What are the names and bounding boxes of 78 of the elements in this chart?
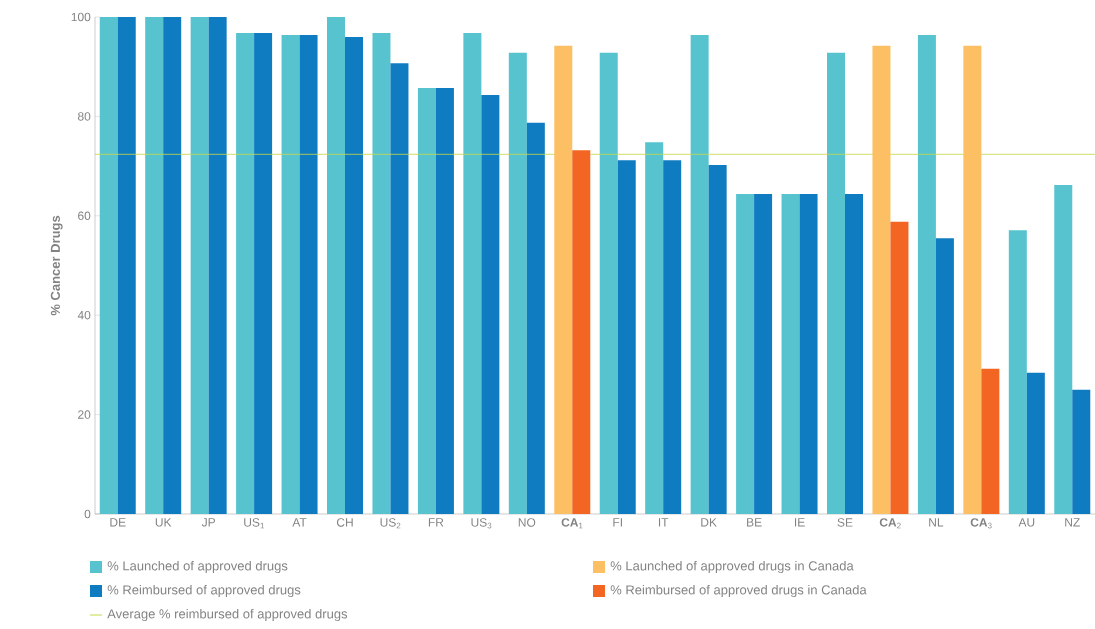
x-tick-label: DE [110, 518, 126, 527]
bar [345, 36, 363, 514]
bar [890, 221, 909, 514]
bar [845, 193, 863, 514]
y-tick-label: 0 [84, 509, 91, 519]
bar [708, 165, 727, 514]
bar [163, 16, 182, 514]
bar [963, 45, 982, 514]
bar [190, 16, 209, 514]
bar [754, 193, 773, 514]
y-tick-label: 40 [77, 310, 91, 320]
x-tick-label: NL [929, 518, 944, 527]
x-tick-label: SE [837, 518, 853, 527]
x-tick-label: IE [794, 518, 805, 527]
x-tick-label: UK [155, 518, 172, 527]
bar [236, 32, 255, 514]
bar [417, 88, 436, 514]
x-tick-label: IT [658, 518, 669, 527]
bar [599, 52, 618, 514]
x-tick-label: US$_{1}$ [244, 518, 265, 529]
x-tick-label: BE [747, 518, 762, 527]
bar [736, 193, 755, 514]
bar [526, 122, 545, 514]
legend-label: % Launched of approved drugs [107, 560, 288, 574]
bar [145, 16, 164, 514]
x-tick-label: JP [201, 518, 216, 527]
bar [463, 32, 482, 514]
bar [99, 16, 118, 514]
bar [299, 34, 318, 514]
bar [572, 150, 591, 514]
y-axis-title: % Cancer Drugs [50, 215, 63, 316]
bar [508, 52, 527, 514]
bar [1054, 184, 1073, 514]
bar [372, 32, 391, 514]
bar [799, 193, 818, 514]
y-tick-label: 80 [77, 112, 91, 121]
bar [554, 45, 573, 514]
x-tick-label: CA$_{3}$ [970, 518, 992, 529]
legend-label: % Reimbursed of approved drugs in Canada [610, 584, 867, 598]
x-tick-label: CH [336, 518, 353, 527]
bar [254, 32, 273, 514]
legend-label: % Reimbursed of approved drugs [107, 584, 301, 598]
x-tick-label: NZ [1065, 518, 1080, 527]
bar [1026, 372, 1045, 514]
y-tick-label: 60 [78, 211, 91, 221]
x-tick-label: NO [518, 518, 536, 527]
x-tick-label: DK [701, 518, 717, 527]
bar [872, 45, 891, 514]
bar [1008, 230, 1027, 514]
x-tick-label: CA$_{1}$ [561, 518, 583, 529]
x-tick-label: US$_{3}$ [471, 518, 492, 529]
y-tick-label: 20 [78, 410, 91, 419]
x-tick-label: FI [613, 518, 622, 527]
bar [827, 52, 845, 514]
x-tick-label: US$_{2}$ [380, 518, 401, 529]
bar [435, 88, 454, 514]
bar [917, 34, 936, 514]
bar [617, 160, 636, 514]
x-tick-label: AT [292, 518, 307, 527]
bar [690, 34, 709, 514]
bar [208, 16, 227, 514]
bar [117, 16, 136, 514]
bar [390, 63, 409, 514]
bar [1072, 389, 1091, 514]
bar [935, 238, 954, 514]
bar [327, 16, 346, 514]
bar [281, 34, 300, 514]
x-tick-label: AU [1018, 518, 1035, 527]
legend-label: % Launched of approved drugs in Canada [610, 560, 854, 574]
bar [981, 368, 1000, 514]
x-tick-label: CA$_{2}$ [879, 518, 901, 529]
y-tick-label: 100 [71, 12, 91, 22]
legend-label: Average % reimbursed of approved drugs [107, 608, 348, 622]
bar [481, 95, 500, 514]
x-tick-label: FR [428, 518, 444, 527]
bar [781, 193, 800, 514]
bar [645, 142, 664, 514]
bar [663, 160, 682, 514]
